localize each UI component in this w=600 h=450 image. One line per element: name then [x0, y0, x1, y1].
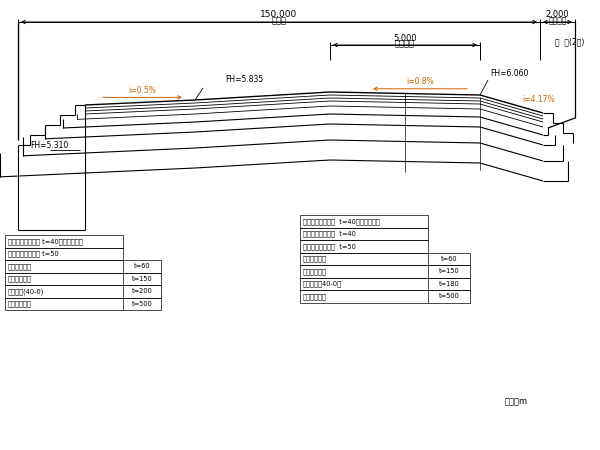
Bar	[5, 285, 161, 297]
Text: 粗粒式沥青混凝土  t=50: 粗粒式沥青混凝土 t=50	[303, 243, 356, 250]
Text: 细粒式沥青混凝土  t=40（将来规划）: 细粒式沥青混凝土 t=40（将来规划）	[303, 218, 380, 225]
Bar	[300, 278, 470, 290]
Bar	[300, 290, 470, 302]
Text: 水泥稳定处理: 水泥稳定处理	[8, 275, 32, 282]
Text: 2,000: 2,000	[545, 10, 569, 19]
Text: FH=5.310: FH=5.310	[30, 140, 68, 149]
Text: 路基改良处理: 路基改良处理	[8, 301, 32, 307]
Text: i=0.8%: i=0.8%	[406, 77, 434, 86]
Text: 细粒式沥青混凝土 t=40（将来规划）: 细粒式沥青混凝土 t=40（将来规划）	[8, 238, 83, 244]
Text: 沥青稳定处理: 沥青稳定处理	[303, 256, 327, 262]
Text: i=4.17%: i=4.17%	[522, 95, 554, 104]
Bar	[300, 265, 470, 278]
Text: 级配碎石(40-0): 级配碎石(40-0)	[8, 288, 44, 295]
Text: i=0.5%: i=0.5%	[128, 86, 157, 95]
Text: FH=5.835: FH=5.835	[225, 76, 263, 85]
Text: t=150: t=150	[439, 268, 460, 274]
Bar	[300, 228, 428, 240]
Text: （路肩）: （路肩）	[548, 17, 567, 26]
Text: 水泥稳定处理: 水泥稳定处理	[303, 268, 327, 274]
Bar	[5, 297, 161, 310]
Text: 级配碎石（40-0）: 级配碎石（40-0）	[303, 280, 342, 287]
Bar	[5, 235, 123, 248]
Text: 细粒式沥青混凝土 t=50: 细粒式沥青混凝土 t=50	[8, 251, 59, 257]
Text: 150,000: 150,000	[260, 10, 298, 19]
Text: t=180: t=180	[439, 281, 460, 287]
Text: 细粒式沥青混凝土  t=40: 细粒式沥青混凝土 t=40	[303, 230, 356, 237]
Text: 5,000: 5,000	[393, 33, 417, 42]
Bar	[5, 273, 161, 285]
Bar	[5, 260, 161, 273]
Text: t=150: t=150	[131, 276, 152, 282]
Text: t=60: t=60	[134, 263, 151, 269]
Text: t=60: t=60	[440, 256, 457, 262]
Bar	[300, 215, 428, 228]
Text: t=500: t=500	[439, 293, 460, 299]
Text: t=500: t=500	[131, 301, 152, 307]
Text: 单位：m: 单位：m	[505, 397, 528, 406]
Bar	[5, 248, 123, 260]
Text: 高平坦部: 高平坦部	[395, 40, 415, 49]
Bar	[300, 252, 470, 265]
Text: 沥青稳定处理: 沥青稳定处理	[8, 263, 32, 270]
Text: 护  栏(2段): 护 栏(2段)	[555, 37, 584, 46]
Bar	[300, 240, 428, 252]
Text: 路基改良处理: 路基改良处理	[303, 293, 327, 300]
Text: 铺设部: 铺设部	[271, 17, 287, 26]
Text: t=200: t=200	[131, 288, 152, 294]
Text: FH=6.060: FH=6.060	[490, 68, 529, 77]
